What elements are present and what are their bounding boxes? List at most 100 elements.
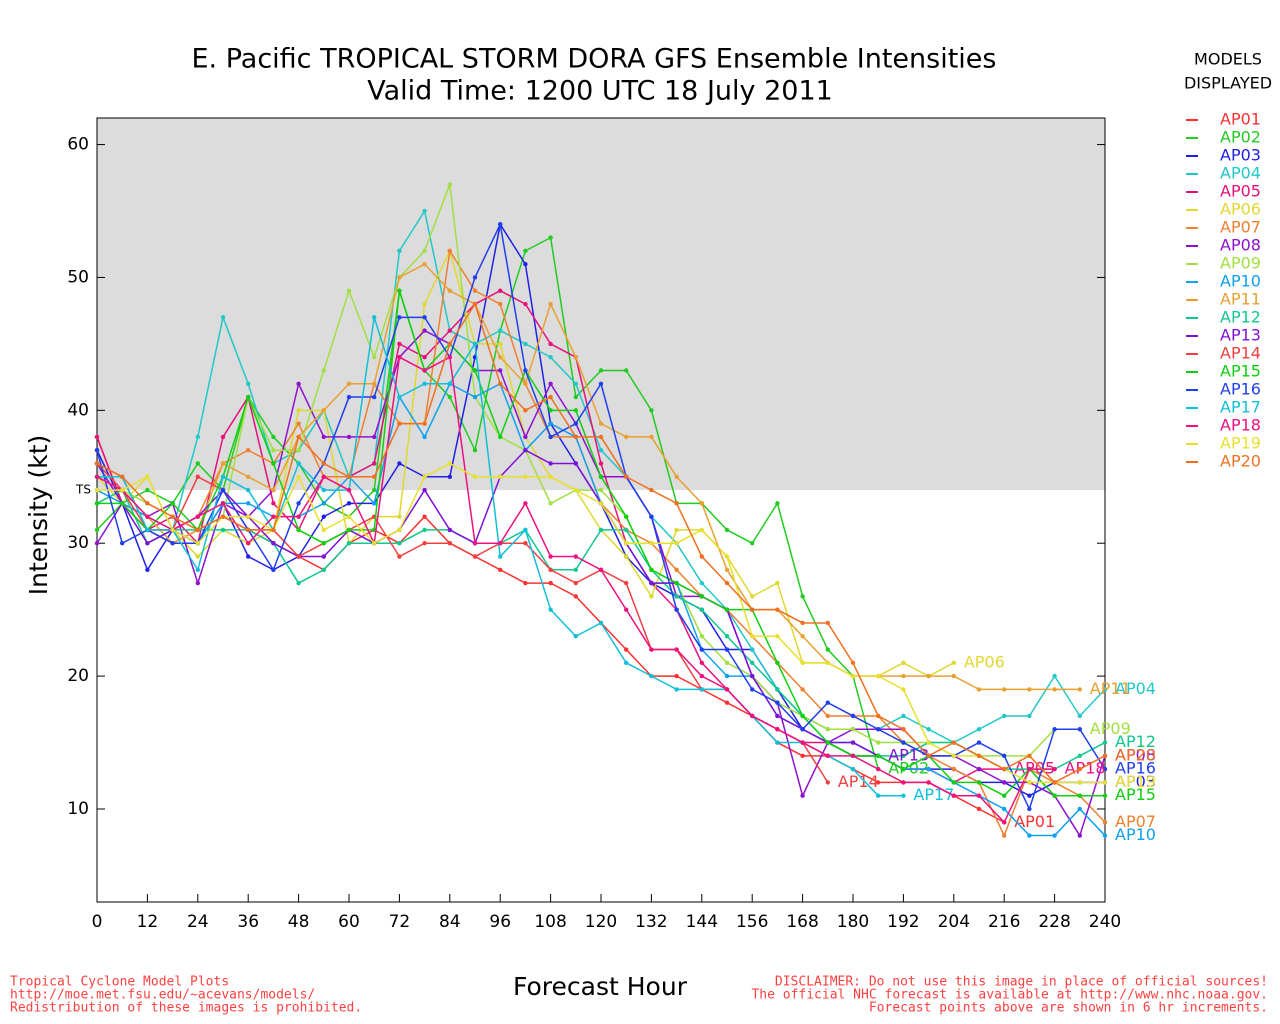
data-point bbox=[775, 580, 780, 586]
data-point bbox=[548, 354, 553, 360]
data-point bbox=[523, 501, 528, 506]
legend-label: AP14 bbox=[1220, 344, 1261, 363]
data-point bbox=[346, 527, 352, 533]
data-point bbox=[346, 288, 352, 293]
data-point bbox=[800, 660, 805, 666]
data-point bbox=[523, 368, 528, 373]
legend-label: AP18 bbox=[1220, 416, 1261, 435]
data-point bbox=[145, 487, 150, 493]
data-point bbox=[573, 381, 578, 386]
data-point bbox=[800, 687, 805, 692]
data-point bbox=[598, 368, 604, 373]
data-point bbox=[372, 381, 377, 386]
data-point bbox=[397, 541, 402, 546]
data-point bbox=[750, 713, 755, 719]
data-point bbox=[346, 487, 352, 493]
data-point bbox=[447, 182, 452, 187]
data-point bbox=[94, 541, 100, 546]
data-point bbox=[775, 687, 780, 692]
footer-right: The official NHC forecast is available a… bbox=[751, 988, 1268, 1003]
data-point bbox=[598, 527, 604, 533]
data-point bbox=[850, 673, 856, 679]
data-point bbox=[573, 394, 578, 400]
data-point bbox=[447, 328, 452, 333]
data-point bbox=[573, 354, 578, 360]
data-point bbox=[94, 461, 100, 466]
threshold-region bbox=[97, 118, 1105, 491]
data-point bbox=[775, 607, 780, 612]
data-point bbox=[674, 673, 679, 679]
data-point bbox=[548, 567, 553, 572]
data-point bbox=[422, 487, 427, 493]
data-point bbox=[246, 487, 251, 493]
data-point bbox=[246, 541, 251, 546]
data-point bbox=[951, 780, 956, 785]
data-point bbox=[1077, 713, 1083, 719]
x-tick-label: 60 bbox=[338, 912, 360, 932]
data-point bbox=[1052, 687, 1057, 692]
data-point bbox=[447, 394, 452, 400]
data-point bbox=[422, 421, 427, 426]
y-axis-label: Intensity (kt) bbox=[24, 435, 53, 596]
data-point bbox=[397, 315, 402, 320]
data-point bbox=[548, 421, 553, 426]
data-point bbox=[472, 474, 478, 479]
data-point bbox=[750, 647, 755, 652]
data-point bbox=[624, 474, 629, 479]
data-point bbox=[876, 753, 881, 759]
data-point bbox=[372, 474, 377, 479]
data-point bbox=[1002, 713, 1007, 719]
data-point bbox=[598, 381, 604, 386]
data-point bbox=[220, 315, 226, 320]
data-point bbox=[624, 647, 629, 652]
data-point bbox=[296, 461, 301, 466]
data-point bbox=[548, 461, 553, 466]
data-point bbox=[498, 541, 503, 546]
data-point bbox=[901, 673, 906, 679]
data-point bbox=[120, 501, 125, 506]
data-point bbox=[498, 288, 503, 293]
data-point bbox=[296, 408, 301, 413]
data-point bbox=[775, 634, 780, 639]
data-point bbox=[498, 341, 503, 347]
end-label: AP10 bbox=[1115, 825, 1156, 844]
data-point bbox=[926, 766, 931, 772]
data-point bbox=[1027, 780, 1032, 785]
data-point bbox=[246, 554, 251, 559]
data-point bbox=[523, 381, 528, 386]
data-point bbox=[321, 487, 326, 493]
data-point bbox=[775, 740, 780, 745]
data-point bbox=[901, 766, 906, 772]
data-point bbox=[1052, 727, 1057, 732]
data-point bbox=[901, 660, 906, 666]
data-point bbox=[649, 580, 654, 586]
end-label: AP09 bbox=[1090, 719, 1131, 738]
data-point bbox=[145, 541, 150, 546]
end-label: AP06 bbox=[964, 652, 1005, 671]
data-point bbox=[1002, 833, 1007, 838]
data-point bbox=[800, 620, 805, 626]
data-point bbox=[472, 541, 478, 546]
data-point bbox=[523, 301, 528, 307]
end-label: AP04 bbox=[1115, 679, 1156, 698]
data-point bbox=[397, 461, 402, 466]
data-point bbox=[321, 554, 326, 559]
data-point bbox=[422, 248, 427, 254]
data-point bbox=[750, 660, 755, 666]
data-point bbox=[901, 740, 906, 745]
data-point bbox=[523, 448, 528, 453]
data-point bbox=[145, 501, 150, 506]
data-point bbox=[926, 780, 931, 785]
x-tick-label: 84 bbox=[439, 912, 461, 932]
data-point bbox=[321, 541, 326, 546]
data-point bbox=[624, 554, 629, 559]
x-tick-label: 168 bbox=[786, 912, 818, 932]
data-point bbox=[195, 554, 200, 559]
data-point bbox=[246, 501, 251, 506]
data-point bbox=[422, 301, 427, 307]
data-point bbox=[624, 660, 629, 666]
x-tick-label: 24 bbox=[187, 912, 209, 932]
data-point bbox=[901, 713, 906, 719]
x-tick-label: 144 bbox=[686, 912, 718, 932]
